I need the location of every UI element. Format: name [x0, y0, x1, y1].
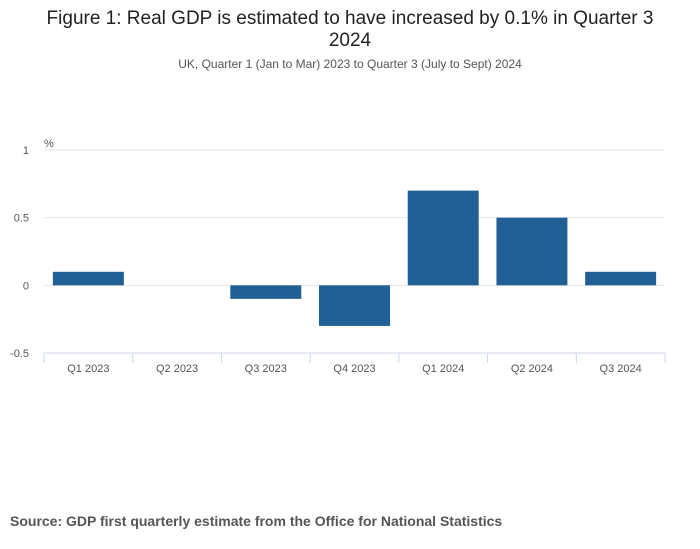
x-tick-label: Q2 2023 — [156, 363, 198, 375]
y-tick-label: 1 — [23, 145, 29, 157]
x-tick-label: Q1 2024 — [422, 363, 464, 375]
chart-title: Figure 1: Real GDP is estimated to have … — [46, 8, 654, 51]
chart-subtitle: UK, Quarter 1 (Jan to Mar) 2023 to Quart… — [178, 57, 522, 71]
bar — [52, 271, 124, 286]
y-tick-label: -0.5 — [10, 348, 29, 360]
x-tick-label: Q4 2023 — [333, 363, 375, 375]
y-tick-label: 0 — [23, 280, 29, 292]
x-tick-label: Q1 2023 — [67, 363, 109, 375]
x-tick-label: Q2 2024 — [511, 363, 553, 375]
y-axis-unit-label: % — [44, 138, 54, 150]
bar — [496, 217, 568, 286]
bar — [585, 271, 657, 286]
bar — [230, 285, 302, 299]
x-tick-label: Q3 2024 — [600, 363, 642, 375]
source-note: Source: GDP first quarterly estimate fro… — [10, 513, 503, 529]
bar — [407, 190, 479, 286]
bar — [319, 285, 390, 326]
y-tick-label: 0.5 — [14, 213, 29, 225]
x-tick-label: Q3 2023 — [245, 363, 287, 375]
